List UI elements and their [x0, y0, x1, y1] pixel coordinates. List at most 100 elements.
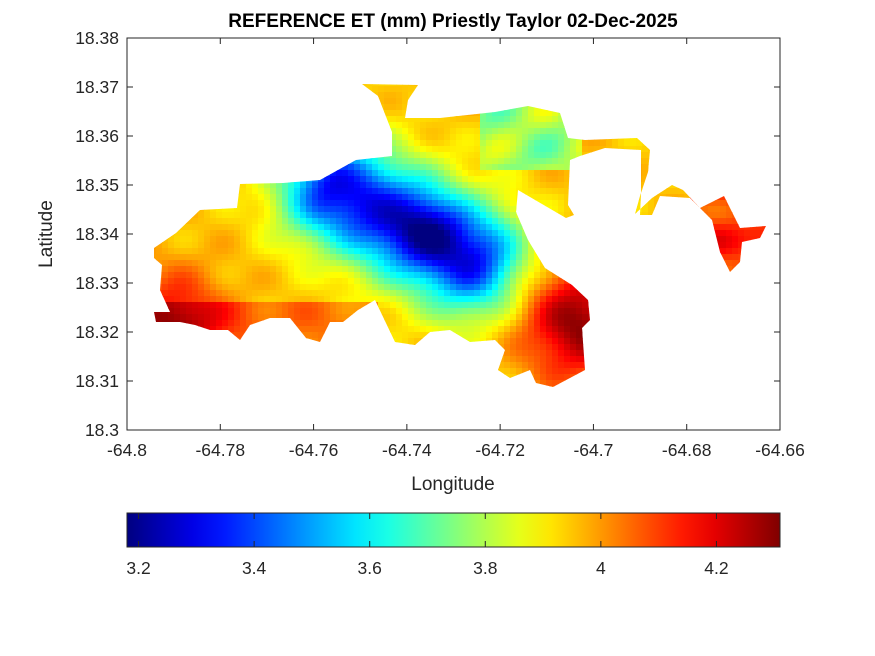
heat-cell — [366, 218, 373, 225]
heat-cell — [288, 278, 295, 285]
heat-cell — [258, 182, 265, 189]
heat-cell — [330, 182, 337, 189]
heat-cell — [438, 296, 445, 303]
heat-cell — [474, 158, 481, 165]
heat-cell — [342, 206, 349, 213]
heat-cell — [504, 176, 511, 183]
heat-cell — [498, 176, 505, 183]
heat-cell — [528, 188, 535, 195]
heat-cell — [486, 188, 493, 195]
heat-cell — [444, 218, 451, 225]
heat-cell — [474, 296, 481, 303]
heat-cell — [204, 224, 211, 231]
heat-cell — [396, 116, 403, 123]
heat-cell — [432, 296, 439, 303]
heat-cell — [528, 158, 535, 165]
heat-cell — [516, 230, 523, 237]
heat-cell — [378, 188, 385, 195]
heat-cell — [570, 320, 577, 327]
heat-cell — [402, 296, 409, 303]
heat-cell — [570, 326, 577, 333]
heat-cell — [384, 212, 391, 219]
heat-cell — [204, 242, 211, 249]
heat-cell — [330, 278, 337, 285]
heat-cell — [414, 140, 421, 147]
heat-cell — [258, 272, 265, 279]
heat-cell — [360, 176, 367, 183]
heat-cell — [360, 248, 367, 255]
heat-cell — [546, 170, 553, 177]
heat-cell — [384, 164, 391, 171]
heat-cell — [714, 206, 721, 213]
heat-cell — [750, 230, 757, 237]
heat-cell — [738, 236, 745, 243]
heat-cell — [294, 254, 301, 261]
heat-cell — [504, 326, 511, 333]
heat-cell — [180, 254, 187, 261]
heat-cell — [504, 308, 511, 315]
heat-cell — [336, 236, 343, 243]
heat-cell — [312, 320, 319, 327]
heat-cell — [468, 212, 475, 219]
heat-cell — [372, 290, 379, 297]
heat-cell — [642, 158, 649, 165]
heat-cell — [438, 230, 445, 237]
heat-cell — [228, 272, 235, 279]
heat-cell — [456, 188, 463, 195]
heat-cell — [540, 320, 547, 327]
heat-cell — [402, 194, 409, 201]
heat-cell — [426, 254, 433, 261]
heat-cell — [474, 128, 481, 135]
heat-cell — [246, 302, 253, 309]
heat-cell — [510, 332, 517, 339]
heat-cell — [450, 290, 457, 297]
heat-cell — [510, 242, 517, 249]
heat-cell — [372, 164, 379, 171]
heat-cell — [360, 224, 367, 231]
heat-cell — [318, 200, 325, 207]
heat-cell — [468, 332, 475, 339]
heat-cell — [180, 296, 187, 303]
heat-cell — [450, 128, 457, 135]
heat-cell — [726, 242, 733, 249]
heat-cell — [720, 230, 727, 237]
heat-cell — [372, 278, 379, 285]
heat-cell — [306, 326, 313, 333]
heat-cell — [504, 242, 511, 249]
heat-cell — [468, 134, 475, 141]
heat-cell — [312, 188, 319, 195]
heat-cell — [498, 362, 505, 369]
heat-cell — [516, 272, 523, 279]
heat-cell — [228, 302, 235, 309]
heat-cell — [180, 290, 187, 297]
heat-cell — [204, 254, 211, 261]
heat-cell — [492, 194, 499, 201]
heat-cell — [294, 320, 301, 327]
heat-cell — [294, 284, 301, 291]
heat-cell — [396, 146, 403, 153]
heat-cell — [408, 236, 415, 243]
heat-cell — [366, 266, 373, 273]
heat-cell — [348, 278, 355, 285]
heat-cell — [246, 188, 253, 195]
heat-cell — [324, 212, 331, 219]
heat-cell — [450, 224, 457, 231]
heat-cell — [390, 146, 397, 153]
heat-cell — [222, 284, 229, 291]
heat-cell — [564, 314, 571, 321]
heat-cell — [492, 284, 499, 291]
heat-cell — [504, 260, 511, 267]
heat-cell — [180, 308, 187, 315]
heat-cell — [372, 230, 379, 237]
heat-cell — [438, 236, 445, 243]
heat-cell — [528, 350, 535, 357]
heat-cell — [396, 230, 403, 237]
heat-cell — [504, 158, 511, 165]
heat-cell — [342, 230, 349, 237]
heat-cell — [390, 224, 397, 231]
heat-cell — [480, 248, 487, 255]
heat-cell — [198, 260, 205, 267]
heat-cell — [522, 164, 529, 171]
heat-cell — [498, 218, 505, 225]
heat-cell — [384, 86, 391, 93]
